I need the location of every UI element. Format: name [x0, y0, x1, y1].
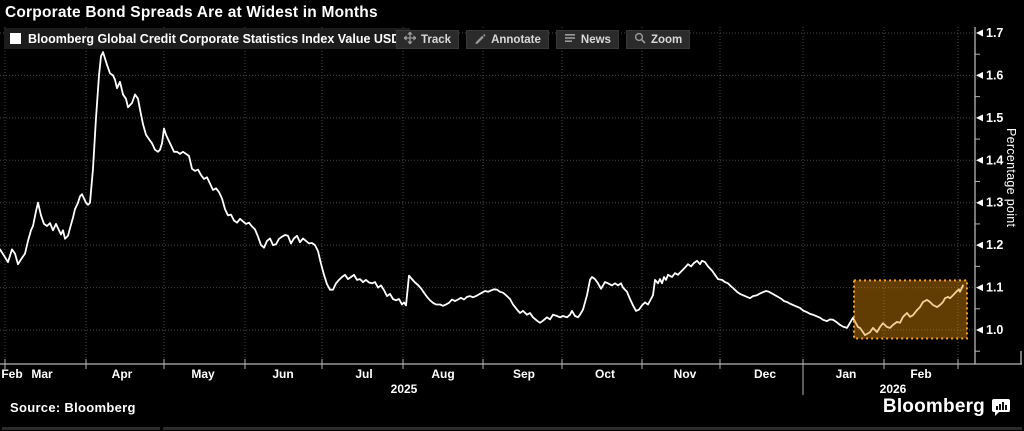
zoom-highlight-region [854, 280, 967, 339]
spread-line-series [0, 51, 964, 337]
toolbar-button-label: Zoom [650, 33, 683, 46]
y-axis-tick [976, 71, 983, 79]
y-tick-label: 1.0 [986, 323, 1003, 337]
y-tick-label: 1.6 [986, 68, 1003, 82]
scrollbar-segment-left[interactable] [2, 427, 160, 430]
y-tick-label: 1.2 [986, 238, 1003, 252]
x-tick-label: Jul [355, 367, 372, 381]
toolbar-button-label: News [580, 33, 611, 46]
y-axis-tick [976, 241, 983, 249]
bloomberg-wordmark: Bloomberg [882, 396, 985, 417]
zoom-magnifier-icon [634, 32, 646, 47]
legend-series-label: Bloomberg Global Credit Corporate Statis… [28, 31, 401, 46]
x-tick-label: Apr [112, 367, 133, 381]
bloomberg-logo: Bloomberg [883, 396, 1010, 418]
x-tick-label: May [191, 367, 215, 381]
track-crosshair-icon [402, 30, 418, 47]
toolbar-button-label: Annotate [491, 33, 541, 46]
y-tick-label: 1.4 [986, 153, 1003, 167]
legend-swatch [10, 33, 21, 44]
toolbar-button-track[interactable]: Track [396, 30, 460, 49]
x-tick-label: Oct [595, 367, 615, 381]
source-attribution: Source: Bloomberg [10, 400, 136, 415]
x-tick-label: Dec [754, 367, 776, 381]
y-tick-label: 1.7 [986, 26, 1003, 40]
x-tick-label: Jan [836, 367, 857, 381]
zoom-highlight-border [853, 279, 968, 340]
y-tick-label: 1.3 [986, 196, 1003, 210]
x-tick-label: Aug [431, 367, 454, 381]
x-tick-label: Nov [674, 367, 697, 381]
year-label: 2026 [880, 382, 907, 396]
y-axis-tick [976, 284, 983, 292]
y-axis-tick [976, 29, 983, 37]
y-axis-tick [976, 156, 983, 164]
chart-title: Corporate Bond Spreads Are at Widest in … [5, 4, 378, 21]
chart-toolbar: Track Annotate News Zoom [396, 30, 691, 49]
y-axis-tick [976, 199, 983, 207]
legend: Bloomberg Global Credit Corporate Statis… [4, 28, 411, 49]
y-axis-tick [976, 326, 983, 334]
toolbar-button-news[interactable]: News [555, 30, 619, 49]
year-label: 2025 [391, 382, 418, 396]
x-tick-label: Jun [272, 367, 293, 381]
y-tick-label: 1.5 [986, 111, 1003, 125]
scrollbar-segment-right[interactable] [163, 427, 1022, 430]
x-tick-label: Feb [1, 367, 22, 381]
toolbar-button-annotate[interactable]: Annotate [466, 30, 549, 49]
y-axis-title: Percentage point [1004, 128, 1018, 228]
bloomberg-terminal-icon [992, 398, 1010, 416]
y-tick-label: 1.1 [986, 281, 1003, 295]
toolbar-button-label: Track [421, 33, 452, 46]
x-tick-label: Mar [31, 367, 53, 381]
y-axis-tick [976, 114, 983, 122]
x-tick-label: Feb [910, 367, 931, 381]
toolbar-button-zoom[interactable]: Zoom [625, 30, 691, 49]
x-tick-label: Sep [513, 367, 535, 381]
annotate-pencil-icon [474, 32, 486, 47]
news-lines-icon [564, 32, 576, 47]
